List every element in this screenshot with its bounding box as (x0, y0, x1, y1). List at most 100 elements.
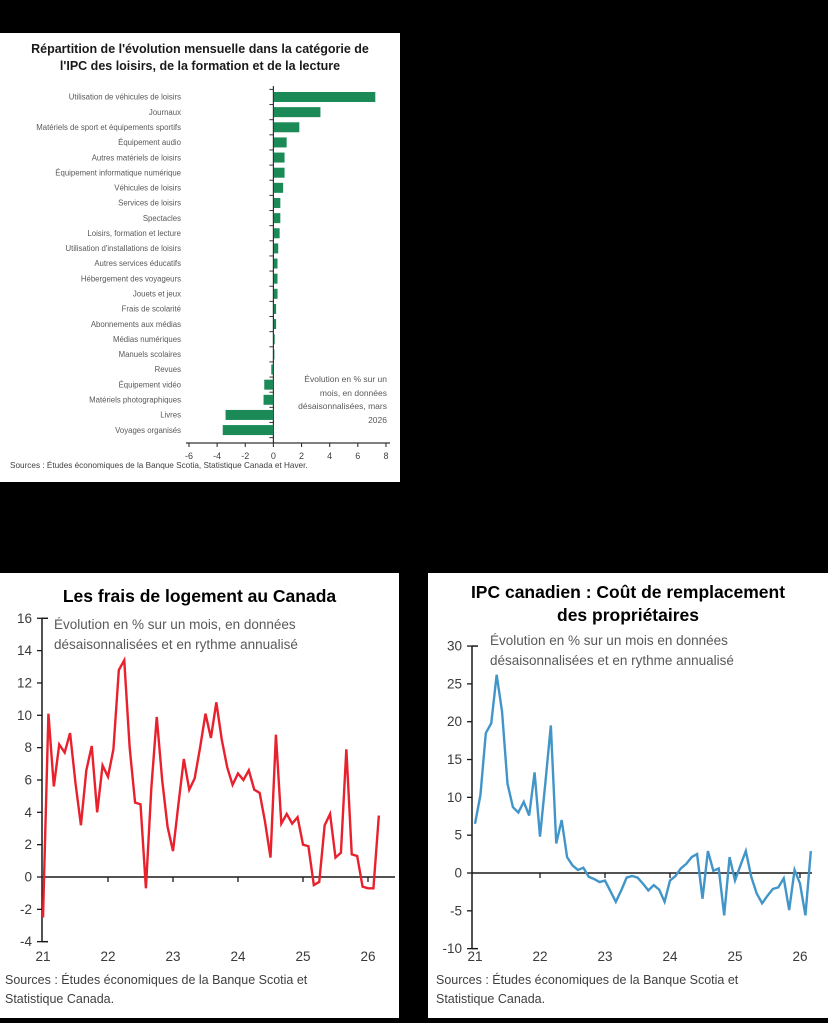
bar (274, 273, 278, 284)
category-label: Véhicules de loisirs (114, 184, 181, 193)
bar (274, 213, 281, 224)
x-tick-label: 22 (100, 949, 115, 964)
y-tick-label: 4 (24, 805, 32, 820)
x-tick-label: 22 (532, 949, 547, 964)
category-label: Autres matériels de loisirs (92, 153, 181, 162)
x-tick-label: 21 (35, 949, 50, 964)
y-tick-label: 0 (454, 866, 462, 881)
category-label: Matériels de sport et équipements sporti… (36, 123, 181, 132)
bar-chart-annotation: Évolution en % sur un mois, en données d… (298, 374, 387, 425)
y-tick-label: 5 (454, 828, 462, 843)
y-tick-label: -5 (450, 903, 462, 918)
bar (225, 409, 274, 420)
bar (263, 394, 274, 405)
bar-chart-source: Sources : Études économiques de la Banqu… (10, 461, 308, 470)
category-label: Jouets et jeux (133, 290, 181, 299)
category-label: Équipement informatique numérique (55, 168, 181, 177)
category-label: Abonnements aux médias (91, 320, 181, 329)
x-tick-label: 26 (360, 949, 375, 964)
category-label: Équipement audio (118, 138, 182, 147)
y-tick-label: 25 (447, 676, 462, 691)
y-tick-label: 14 (17, 643, 33, 658)
bar (274, 334, 275, 345)
housing-chart-source: Sources : Études économiques de la Banqu… (5, 973, 308, 1007)
x-tick-label: 23 (597, 949, 612, 964)
bar (271, 364, 274, 375)
data-series-line (41, 656, 381, 918)
orec-chart-svg: 30 25 20 15 10 5 0 -5 -10 21 22 23 24 25 26 (442, 639, 813, 964)
category-label: Journaux (149, 108, 181, 117)
orec-chart-title: IPC canadien : Coût de remplacement des … (470, 582, 786, 625)
category-label: Loisirs, formation et lecture (87, 229, 181, 238)
x-tick-label: -2 (241, 451, 249, 461)
y-tick-label: 30 (447, 639, 462, 654)
y-tick-label: 10 (17, 708, 32, 723)
x-tick-label: 0 (271, 451, 276, 461)
bar (264, 379, 274, 390)
bar-chart-svg: -6 -4 -2 0 2 4 6 8 Utilisation de véhicules de l… (36, 86, 390, 461)
bar (274, 107, 321, 118)
y-tick-label: 2 (24, 837, 32, 852)
y-tick-label: -2 (20, 902, 32, 917)
y-tick-label: 12 (17, 675, 32, 690)
orec-chart-source: Sources : Études économiques de la Banqu… (436, 973, 739, 1007)
bar (274, 243, 279, 254)
bar (274, 197, 281, 208)
x-tick-label: 26 (792, 949, 807, 964)
category-label: Autres services éducatifs (94, 259, 181, 268)
x-tick-label: 23 (165, 949, 180, 964)
x-tick-label: 25 (727, 949, 742, 964)
bar (222, 425, 274, 436)
x-tick-label: 8 (383, 451, 388, 461)
bar (274, 258, 278, 269)
x-tick-label: 24 (662, 949, 678, 964)
x-tick-label: 24 (230, 949, 246, 964)
category-label: Revues (155, 365, 182, 374)
bar (274, 288, 278, 299)
x-tick-label: 2 (299, 451, 304, 461)
bar (274, 319, 277, 330)
category-label: Livres (160, 411, 181, 420)
housing-costs-line-chart-panel: Les frais de logement au Canada Évolutio… (0, 573, 399, 1018)
housing-chart-title: Les frais de logement au Canada (62, 586, 337, 606)
bar (274, 122, 300, 133)
x-tick-label: 25 (295, 949, 310, 964)
category-label: Utilisation de véhicules de loisirs (69, 93, 181, 102)
bar (274, 137, 287, 148)
category-label: Spectacles (143, 214, 181, 223)
bar (274, 182, 284, 193)
y-tick-label: 16 (17, 611, 32, 626)
bar (274, 152, 285, 163)
y-tick-label: 15 (447, 752, 462, 767)
x-tick-label: -6 (185, 451, 193, 461)
category-label: Hébergement des voyageurs (81, 274, 181, 283)
bar (274, 303, 277, 314)
cpi-recreation-bar-chart-panel: Répartition de l'évolution mensuelle dan… (0, 33, 400, 482)
y-tick-label: 20 (447, 714, 462, 729)
category-label: Frais de scolarité (122, 305, 181, 314)
bar (274, 228, 280, 239)
category-label: Équipement vidéo (119, 380, 182, 389)
category-label: Manuels scolaires (119, 350, 182, 359)
bar-chart-title: Répartition de l'évolution mensuelle dan… (31, 42, 369, 73)
y-tick-label: -4 (20, 934, 32, 949)
bar (274, 92, 376, 102)
bar (274, 167, 285, 178)
y-tick-label: 8 (24, 740, 32, 755)
housing-chart-subtitle: Évolution en % sur un mois, en données d… (54, 617, 298, 653)
y-tick-label: -10 (442, 941, 462, 956)
y-tick-label: 6 (24, 772, 32, 787)
category-label: Voyages organisés (115, 426, 181, 435)
y-tick-label: 0 (24, 870, 32, 885)
x-tick-label: -4 (213, 451, 221, 461)
orec-chart-subtitle: Évolution en % sur un mois en données dé… (490, 633, 734, 669)
category-label: Médias numériques (113, 335, 181, 344)
category-label: Services de loisirs (118, 199, 181, 208)
category-label: Matériels photographiques (89, 396, 181, 405)
data-series-line (473, 674, 813, 916)
x-tick-label: 4 (327, 451, 332, 461)
category-label: Utilisation d'installations de loisirs (66, 244, 182, 253)
y-tick-label: 10 (447, 790, 462, 805)
x-tick-label: 6 (355, 451, 360, 461)
